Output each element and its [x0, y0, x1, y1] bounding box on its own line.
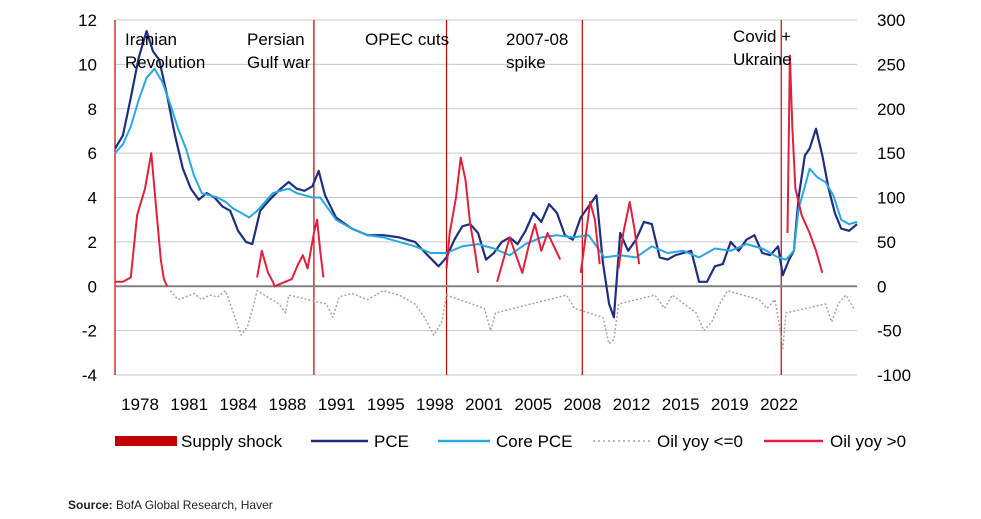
series-line-oil-yoy-0-1999-2001: [445, 156, 480, 274]
series-line-core-pce: [114, 67, 858, 261]
annotation-label: Persian: [247, 30, 305, 49]
x-tick-label: 1984: [219, 395, 257, 414]
x-tick-label: 2019: [711, 395, 749, 414]
series-line-oil-yoy-0-2002-2006: [496, 223, 562, 283]
left-tick-label: 12: [78, 11, 97, 30]
x-tick-label: 2001: [465, 395, 503, 414]
legend-label: PCE: [374, 432, 409, 451]
x-tick-label: 2015: [662, 395, 700, 414]
left-tick-label: -4: [82, 366, 97, 385]
legend-label: Oil yoy >0: [830, 432, 906, 451]
series-line-oil-yoy-0-1987-1991: [256, 218, 325, 288]
x-tick-label: 2008: [563, 395, 601, 414]
annotation-label: Iranian: [125, 30, 177, 49]
x-tick-label: 2005: [514, 395, 552, 414]
source-text: BofA Global Research, Haver: [112, 498, 273, 512]
x-tick-label: 1998: [416, 395, 454, 414]
gridlines: [115, 19, 857, 376]
left-tick-label: 2: [88, 233, 97, 252]
x-tick-label: 1991: [318, 395, 356, 414]
legend-label: Core PCE: [496, 432, 573, 451]
right-axis-ticks: 300 250 200 150 100 50 0 -50 -100: [877, 11, 911, 385]
x-tick-label: 2022: [760, 395, 798, 414]
annotation-label: Gulf war: [247, 53, 311, 72]
legend-label: Supply shock: [181, 432, 283, 451]
series-line-oil-yoy-0-2007-2008: [579, 200, 601, 274]
annotations: Iranian Revolution Persian Gulf war OPEC cut…: [125, 27, 792, 72]
annotation-label: Revolution: [125, 53, 205, 72]
right-tick-label: -100: [877, 366, 911, 385]
x-tick-label: 1995: [367, 395, 405, 414]
series-line-pce: [114, 30, 858, 319]
left-tick-label: 6: [88, 144, 97, 163]
left-axis-ticks: 12 10 8 6 4 2 0 -2 -4: [78, 11, 97, 385]
left-tick-label: 4: [88, 189, 97, 208]
annotation-label: OPEC cuts: [365, 30, 449, 49]
series-line-oil-yoy-0-2020-2021: [786, 54, 824, 274]
x-tick-label: 1988: [269, 395, 307, 414]
source-label: Source:: [68, 498, 113, 512]
x-tick-label: 1978: [121, 395, 159, 414]
legend-swatch-bar: [115, 436, 177, 446]
right-tick-label: 150: [877, 144, 905, 163]
right-tick-label: 100: [877, 189, 905, 208]
x-tick-label: 1981: [170, 395, 208, 414]
x-axis-ticks: 1978 1981 1984 1988 1991 1995 1998 2001 2005 2008…: [121, 395, 798, 414]
right-tick-label: 0: [877, 277, 886, 296]
series-line-oil-yoy-0: [115, 152, 169, 287]
x-tick-label: 2012: [613, 395, 651, 414]
right-tick-label: -50: [877, 322, 902, 341]
left-tick-label: -2: [82, 322, 97, 341]
legend-label: Oil yoy <=0: [657, 432, 743, 451]
series-layer: [114, 30, 858, 350]
annotation-label: Ukraine: [733, 50, 792, 69]
supply-shock-lines: [114, 20, 782, 375]
source-note: Source: BofA Global Research, Haver: [68, 498, 273, 512]
left-tick-label: 0: [88, 277, 97, 296]
annotation-label: spike: [506, 53, 546, 72]
left-tick-label: 10: [78, 55, 97, 74]
annotation-label: 2007-08: [506, 30, 568, 49]
right-tick-label: 300: [877, 11, 905, 30]
annotation-label: Covid +: [733, 27, 791, 46]
left-tick-label: 8: [88, 100, 97, 119]
series-line-oil-yoy-0: [169, 289, 855, 350]
right-tick-label: 50: [877, 233, 896, 252]
legend: Supply shock PCE Core PCE Oil yoy <=0 Oil yo…: [115, 432, 906, 451]
right-tick-label: 200: [877, 100, 905, 119]
series-line-oil-yoy-0-2010-2011: [617, 200, 641, 269]
right-tick-label: 250: [877, 55, 905, 74]
